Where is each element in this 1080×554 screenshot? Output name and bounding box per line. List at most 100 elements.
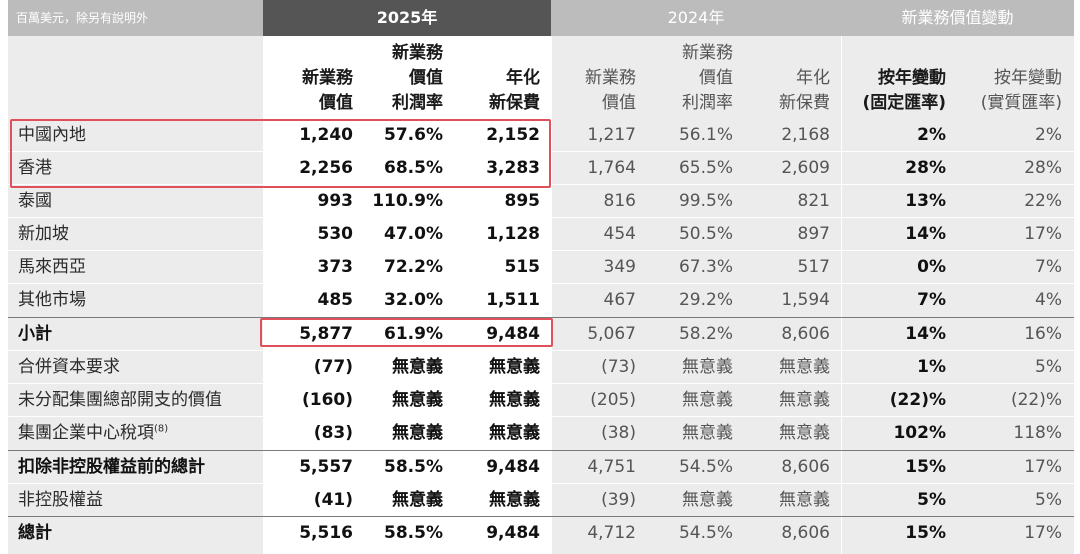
value-cell: 無意義	[779, 490, 830, 510]
column-header-5: 新業務價值利潤率	[682, 38, 733, 116]
value-cell: 無意義	[392, 490, 443, 510]
value-cell: 110.9%	[372, 191, 443, 211]
value-cell: (73)	[601, 357, 636, 377]
value-cell: 無意義	[682, 423, 733, 443]
row-label-text: 新加坡	[18, 224, 69, 244]
column-header-line: 新保費	[489, 93, 540, 113]
column-header-line: 年化	[506, 68, 540, 88]
row-label-text: 香港	[18, 158, 52, 178]
value-cell: 2,609	[781, 158, 830, 178]
value-cell: 1%	[917, 357, 946, 377]
value-cell: 3,283	[486, 158, 540, 178]
value-cell: 4,751	[587, 457, 636, 477]
value-cell: 2%	[1035, 125, 1062, 145]
value-cell: 1,217	[587, 125, 636, 145]
column-header-line: 價值	[699, 68, 733, 88]
column-header-line: 利潤率	[682, 93, 733, 113]
column-divider	[841, 36, 842, 554]
change-band	[841, 0, 1074, 36]
value-cell: (22)%	[1010, 390, 1062, 410]
highlight-box-subtotal-2025	[260, 318, 553, 347]
value-cell: 57.6%	[384, 125, 443, 145]
value-cell: 349	[603, 257, 636, 277]
column-header-8: 按年變動 (實質匯率)	[981, 38, 1062, 116]
value-cell: 15%	[905, 523, 946, 543]
table-row: 集團企業中心稅項(8) (83) 無意義 無意義 (38) 無意義 無意義 102% 118%	[8, 417, 1074, 450]
value-cell: 28%	[1024, 158, 1062, 178]
row-label-text: 中國內地	[18, 125, 86, 145]
value-cell: 7%	[917, 290, 946, 310]
group-header-2024: 2024年	[667, 8, 725, 27]
table-row: 扣除非控股權益前的總計 5,557 58.5% 9,484 4,751 54.5% 8,60…	[8, 451, 1074, 484]
value-cell: 58.5%	[384, 457, 443, 477]
value-cell: 14%	[905, 324, 946, 344]
value-cell: (22)%	[889, 390, 946, 410]
column-header-line: (固定匯率)	[862, 93, 946, 113]
value-cell: 4,712	[587, 523, 636, 543]
value-cell: (41)	[313, 490, 353, 510]
value-cell: 無意義	[489, 390, 540, 410]
value-cell: 8,606	[781, 523, 830, 543]
value-cell: 72.2%	[384, 257, 443, 277]
section-divider	[8, 516, 1074, 517]
table-row: 小計 5,877 61.9% 9,484 5,067 58.2% 8,606 14% 16%	[8, 318, 1074, 351]
value-cell: 2,256	[299, 158, 353, 178]
value-cell: 無意義	[682, 390, 733, 410]
row-label: 小計	[18, 318, 52, 351]
value-cell: 5,067	[587, 324, 636, 344]
value-cell: 1,594	[781, 290, 830, 310]
column-header-4: 新業務 價值	[585, 38, 636, 116]
row-label-text: 扣除非控股權益前的總計	[18, 457, 205, 477]
column-header-line: 新業務	[682, 43, 733, 63]
value-cell: 58.5%	[384, 523, 443, 543]
value-cell: 373	[317, 257, 354, 277]
row-label: 新加坡	[18, 218, 69, 251]
column-header-line: 價值	[409, 68, 443, 88]
change-column-bg	[841, 36, 1074, 554]
table-row: 新加坡 530 47.0% 1,128 454 50.5% 897 14% 17%	[8, 218, 1074, 251]
value-cell: (160)	[301, 390, 353, 410]
label-column-bg	[8, 36, 263, 554]
column-header-line: 年化	[796, 68, 830, 88]
row-label-text: 總計	[18, 523, 52, 543]
value-cell: 5%	[917, 490, 946, 510]
row-divider	[8, 383, 1074, 384]
value-cell: (205)	[590, 390, 636, 410]
row-divider	[8, 416, 1074, 417]
value-cell: 56.1%	[678, 125, 733, 145]
highlight-box-mainland-hongkong	[10, 119, 551, 188]
column-header-6: 年化 新保費	[779, 38, 830, 116]
table-row: 其他市場 485 32.0% 1,511 467 29.2% 1,594 7% 4%	[8, 284, 1074, 317]
value-cell: 無意義	[779, 390, 830, 410]
value-cell: 無意義	[682, 490, 733, 510]
column-header-line: 新業務	[585, 68, 636, 88]
row-label-text: 集團企業中心稅項	[18, 423, 154, 443]
value-cell: 無意義	[392, 357, 443, 377]
row-label: 未分配集團總部開支的價值	[18, 384, 222, 417]
value-cell: 47.0%	[384, 224, 443, 244]
row-divider	[8, 217, 1074, 218]
value-cell: 54.5%	[678, 457, 733, 477]
value-cell: 2,152	[486, 125, 540, 145]
value-cell: 9,484	[486, 523, 540, 543]
table-row: 中國內地 1,240 57.6% 2,152 1,217 56.1% 2,168 2% 2%	[8, 119, 1074, 152]
row-label-text: 非控股權益	[18, 490, 103, 510]
value-cell: 22%	[1024, 191, 1062, 211]
column-header-line: (實質匯率)	[980, 93, 1062, 113]
value-cell: 無意義	[779, 357, 830, 377]
value-cell: 無意義	[489, 423, 540, 443]
section-divider	[8, 317, 1074, 318]
row-divider	[8, 250, 1074, 251]
year-2024-column-bg	[551, 36, 841, 554]
value-cell: 17%	[1024, 523, 1062, 543]
column-divider	[551, 36, 552, 554]
row-divider	[8, 283, 1074, 284]
row-divider	[8, 483, 1074, 484]
value-cell: 28%	[905, 158, 946, 178]
column-header-line: 按年變動	[994, 68, 1062, 88]
value-cell: (39)	[601, 490, 636, 510]
nbv-table: 百萬美元，除另有說明外 2025年 2024年 新業務價值變動 新業務 價值 新業務…	[8, 0, 1074, 554]
section-divider	[8, 450, 1074, 451]
row-divider	[8, 350, 1074, 351]
value-cell: 821	[797, 191, 830, 211]
